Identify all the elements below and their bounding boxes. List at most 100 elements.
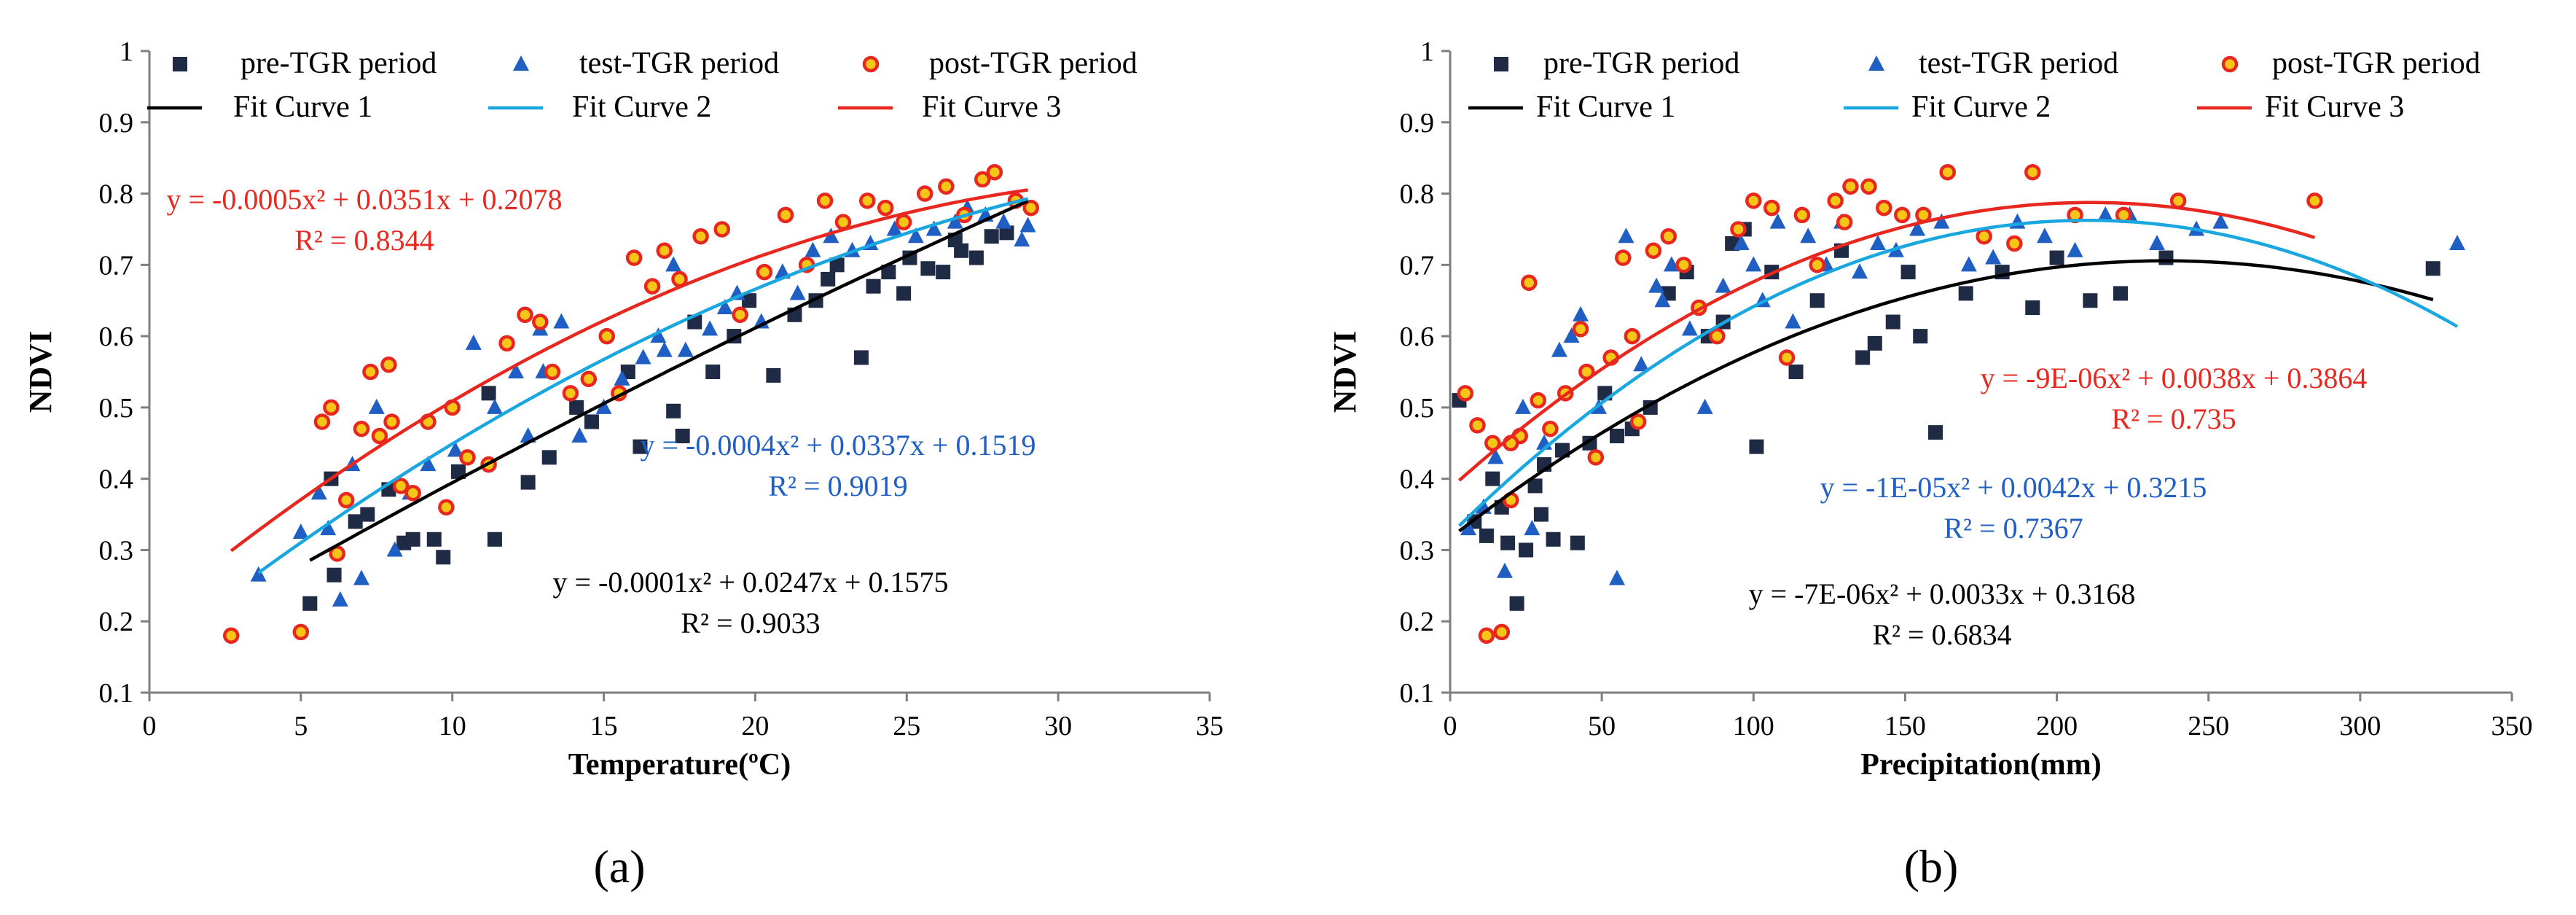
data-point (465, 334, 482, 350)
data-point (877, 199, 894, 217)
fit-r-squared: R² = 0.7367 (1943, 512, 2083, 545)
y-tick-label: 0.5 (99, 393, 134, 424)
data-point (2425, 261, 2440, 276)
data-point (404, 484, 421, 502)
data-point (532, 314, 549, 330)
data-point (2025, 300, 2040, 315)
data-point (2024, 163, 2041, 181)
y-tick-label: 0.8 (99, 179, 134, 210)
legend: pre-TGR period test-TGR period post-TGR pe… (147, 47, 1138, 124)
data-point (643, 278, 661, 295)
data-point (756, 263, 773, 281)
data-point (337, 491, 355, 509)
data-point (974, 171, 991, 188)
data-point (2067, 241, 2083, 257)
y-tick-label: 0.5 (1400, 393, 1435, 424)
x-tick-label: 100 (1733, 711, 1774, 741)
legend-label: Fit Curve 1 (1536, 90, 1675, 124)
series-test-tgr-period (1460, 206, 2466, 585)
y-tick-label: 0.1 (1400, 678, 1435, 709)
data-point (1851, 263, 1868, 279)
y-tick-label: 0.8 (1400, 179, 1435, 210)
y-axis-label: NDVI (23, 331, 58, 413)
data-point (666, 403, 681, 418)
legend-label: post-TGR period (2272, 47, 2481, 80)
fit-equation: y = -0.0001x² + 0.0247x + 0.1575 (553, 566, 949, 599)
data-point (517, 306, 533, 324)
fit-r-squared: R² = 0.9019 (768, 470, 907, 502)
data-point (895, 214, 912, 230)
data-point (920, 261, 936, 276)
data-point (1909, 220, 1926, 236)
x-tick-label: 15 (590, 711, 618, 741)
y-tick-label: 0.2 (99, 607, 134, 637)
x-tick-label: 30 (1044, 711, 1072, 741)
x-tick-label: 300 (2339, 711, 2381, 741)
data-point (447, 441, 463, 457)
y-tick-label: 0.3 (1400, 535, 1435, 566)
data-point (1867, 335, 1882, 351)
data-point (947, 213, 963, 229)
fit-r-squared: R² = 0.6834 (1872, 618, 2011, 651)
data-point (571, 427, 588, 443)
data-point (562, 385, 579, 402)
panel-label: (a) (593, 841, 645, 892)
data-point (702, 320, 719, 336)
data-point (1587, 449, 1605, 466)
data-point (1618, 227, 1635, 244)
data-point (2036, 227, 2053, 244)
data-point (302, 596, 318, 611)
data-point (1715, 277, 1731, 293)
data-point (353, 569, 369, 585)
data-point (766, 367, 781, 383)
legend-marker (862, 55, 880, 73)
data-point (1542, 420, 1559, 437)
data-point (1763, 199, 1780, 217)
fit-r-squared: R² = 0.735 (2111, 402, 2236, 435)
data-point (1928, 425, 1943, 440)
data-point (1681, 320, 1698, 336)
data-point (1014, 231, 1030, 247)
series-test-tgr-period (250, 199, 1036, 607)
data-point (323, 399, 340, 416)
y-tick-label: 0.6 (1400, 322, 1435, 352)
data-point (1520, 274, 1538, 292)
data-point (598, 327, 615, 345)
y-tick-label: 0.9 (1400, 108, 1435, 139)
data-point (1645, 242, 1662, 260)
data-point (656, 341, 673, 357)
x-tick-label: 35 (1196, 711, 1224, 741)
legend-marker (513, 55, 529, 71)
data-point (320, 520, 337, 536)
data-point (580, 370, 598, 388)
data-point (1469, 417, 1486, 434)
data-point (692, 227, 709, 245)
data-point (426, 532, 442, 547)
data-point (1524, 520, 1540, 536)
data-point (1745, 256, 1762, 272)
data-point (1958, 286, 1973, 301)
x-axis-label: Temperature(ºC) (568, 748, 791, 782)
series-post-tgr-period (1457, 163, 2323, 645)
data-point (866, 279, 881, 294)
data-point (1608, 569, 1625, 585)
data-point (1869, 235, 1886, 250)
data-point (1939, 163, 1956, 181)
data-point (405, 532, 420, 547)
data-point (2148, 235, 2165, 250)
data-point (520, 475, 536, 490)
legend-label: test-TGR period (579, 47, 779, 80)
x-axis-label: Precipitation(mm) (1860, 748, 2101, 782)
data-point (1509, 596, 1524, 611)
data-point (1479, 528, 1494, 543)
data-point (1745, 192, 1762, 209)
data-point (821, 271, 836, 287)
data-point (1733, 235, 1750, 250)
legend-marker (1868, 55, 1884, 71)
fit-equation: y = -7E-06x² + 0.0033x + 0.3168 (1749, 577, 2136, 610)
data-point (544, 363, 561, 381)
x-tick-label: 200 (2036, 711, 2078, 741)
data-point (1709, 327, 1726, 345)
data-point (1457, 385, 1474, 402)
chart-panel-b: 0.1 0.2 0.3 0.4 0.5 0.6 0.7 0.8 0.9 1 0 50 100 150 200… (1327, 36, 2533, 892)
